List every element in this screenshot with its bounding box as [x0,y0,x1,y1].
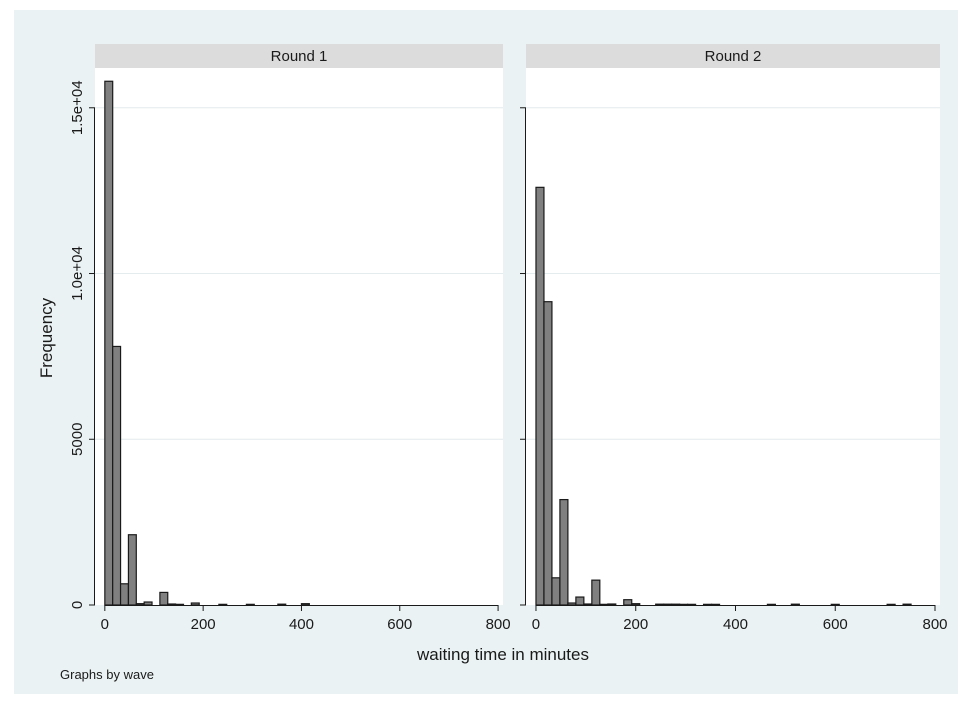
panel-1-bar-4 [135,603,145,606]
y-tick-label-2: 1.0e+04 [69,246,86,301]
panel-2-x-tick-label-0: 0 [532,616,540,633]
panel-2-bar-10 [623,599,633,606]
panel-2-title: Round 2 [705,48,762,65]
panel-2-strip [526,44,940,68]
y-tick-label-0: 0 [69,601,86,609]
panel-1-bar-0 [104,80,114,606]
panel-1-bar-7 [167,603,177,606]
panel-2-x-tick-label-3: 600 [823,616,848,633]
y-tick-label-3: 1.5e+04 [69,80,86,135]
panel-1-bar-2 [119,583,130,606]
panel-2-bar-1 [543,301,553,606]
panel-2-bar-4 [567,602,577,606]
x-axis-label: waiting time in minutes [416,645,589,664]
panel-1-x-tick-label-2: 400 [289,616,314,633]
panel-1-x-tick-label-3: 600 [387,616,412,633]
panel-1-x-tick-label-0: 0 [101,616,109,633]
panel-2-bar-2 [551,577,561,606]
panel-2-x-tick-label-2: 400 [723,616,748,633]
panel-1-plot-area [95,68,503,605]
panel-2-bar-0 [535,186,545,606]
panel-2-bar-5 [575,596,585,606]
graphs-by-note: Graphs by wave [60,667,154,682]
panel-1-title: Round 1 [271,48,328,65]
panel-1-x-tick-label-1: 200 [191,616,216,633]
panel-1-bar-3 [127,534,137,606]
panels: Round 1 0 200 400 600 800 0 5000 1.0e+04 1.5e+04 R… [69,44,948,633]
panel-1-bar-9 [190,602,200,606]
panel-2-x-tick-label-1: 200 [623,616,648,633]
y-tick-label-1: 5000 [69,423,86,456]
panel-1-x-tick-label-4: 800 [486,616,511,633]
panel-2-plot-area [526,68,940,605]
y-axis-label: Frequency [37,297,56,378]
panel-1-bar-5 [143,601,153,606]
panel-2-bar-11 [631,603,641,606]
panel-1-bar-1 [112,345,122,606]
panel-1-bar-13 [300,603,310,606]
panel-2-bar-3 [559,498,569,606]
panel-2-bar-7 [591,579,601,606]
panel-2-x-tick-label-4: 800 [922,616,947,633]
panel-1-strip [95,44,503,68]
panel-1-bar-6 [159,591,169,606]
panel-2-bar-9 [607,603,617,606]
panel-2-bar-6 [583,603,593,606]
